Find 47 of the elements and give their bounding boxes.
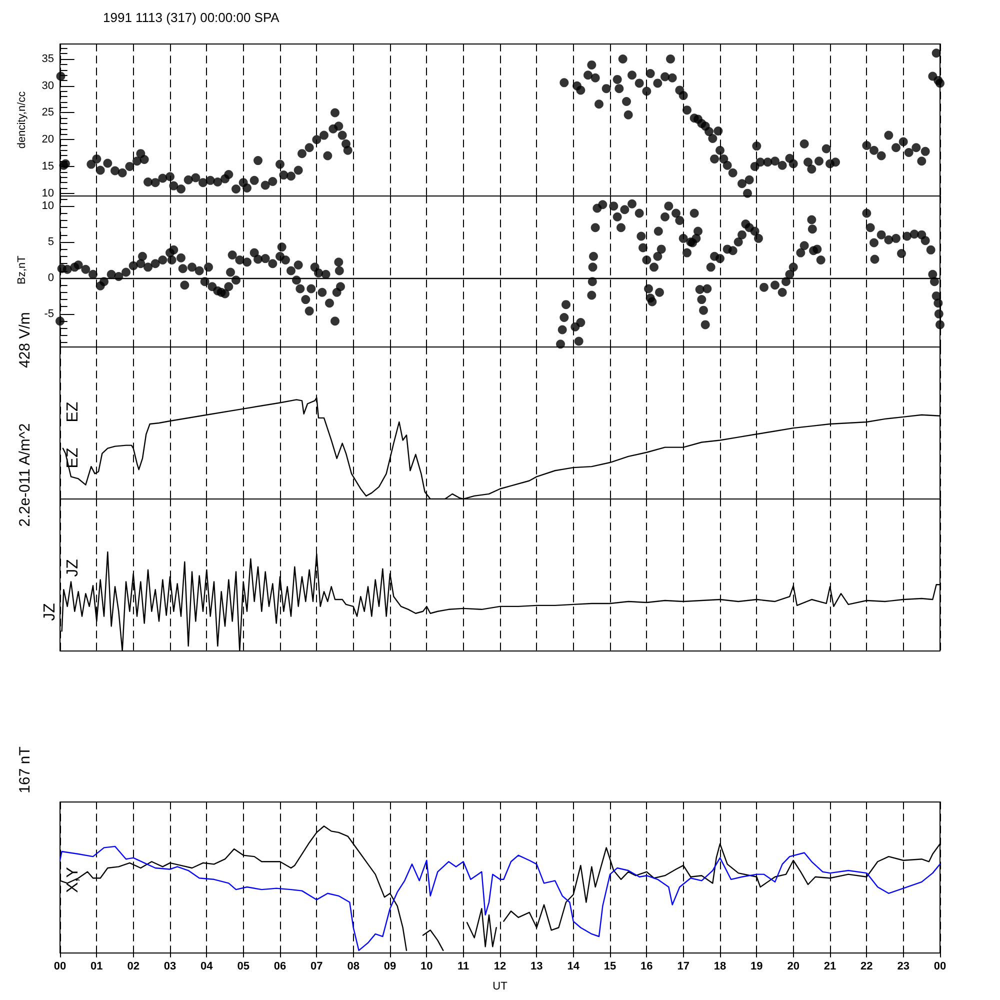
x-tick-label: 03 (164, 960, 176, 972)
x-tick-label: 19 (750, 960, 763, 972)
y-tick-label: -5 (44, 308, 54, 320)
x-tick-label: 22 (860, 960, 873, 972)
x-tick-label: 21 (824, 960, 836, 972)
y-axis-title: 167 nT (16, 746, 34, 794)
y-tick-label: 15 (42, 160, 54, 172)
y-tick-label: 30 (42, 80, 54, 92)
y-tick-label: 10 (42, 200, 54, 212)
x-tick-label: 00 (54, 960, 66, 972)
text: JZ (42, 602, 58, 621)
x-tick-label: 18 (714, 960, 726, 972)
y-tick-label: 10 (42, 187, 54, 200)
x-axis-title: UT (492, 980, 508, 992)
x-tick-label: 16 (640, 960, 653, 972)
annotation: EZ (64, 448, 82, 468)
y-axis-title: dencity,n/cc (16, 90, 28, 149)
y-tick-label: 25 (42, 106, 54, 119)
y-tick-label: 0 (48, 272, 54, 284)
x-tick-label: 23 (897, 960, 910, 972)
x-tick-label: 17 (677, 960, 690, 972)
x-tick-label: 00 (934, 960, 946, 972)
chart-title: 1991 1113 (317) 00:00:00 SPA (103, 10, 280, 25)
x-tick-label: 11 (458, 960, 470, 972)
x-tick-label: 14 (567, 960, 580, 972)
x-tick-label: 10 (420, 960, 433, 972)
x-tick-label: 20 (787, 960, 800, 972)
x-tick-label: 08 (347, 960, 360, 972)
x-tick-label: 09 (384, 960, 396, 972)
y-axis-title: 428 V/m (16, 312, 34, 368)
y-tick-label: 20 (42, 134, 54, 146)
x-tick-label: 01 (90, 960, 103, 972)
y-tick-label: 35 (42, 53, 54, 66)
y-tick-label: 5 (48, 236, 54, 248)
y-axis-title: 2.2e-011 A/m^2 (16, 423, 34, 527)
x-tick-label: 04 (200, 960, 214, 972)
x-tick-label: 06 (274, 960, 286, 972)
annotation: X,Y (64, 866, 82, 893)
x-tick-label: 12 (494, 960, 506, 972)
text: EZ (64, 402, 82, 422)
x-tick-label: 07 (310, 960, 323, 972)
y-axis-title: Bz,nT (16, 255, 28, 284)
x-tick-label: 15 (604, 960, 616, 972)
x-tick-label: 02 (127, 960, 140, 972)
x-tick-label: 05 (237, 960, 250, 972)
text: JZ (64, 558, 82, 577)
x-tick-label: 13 (530, 960, 543, 972)
